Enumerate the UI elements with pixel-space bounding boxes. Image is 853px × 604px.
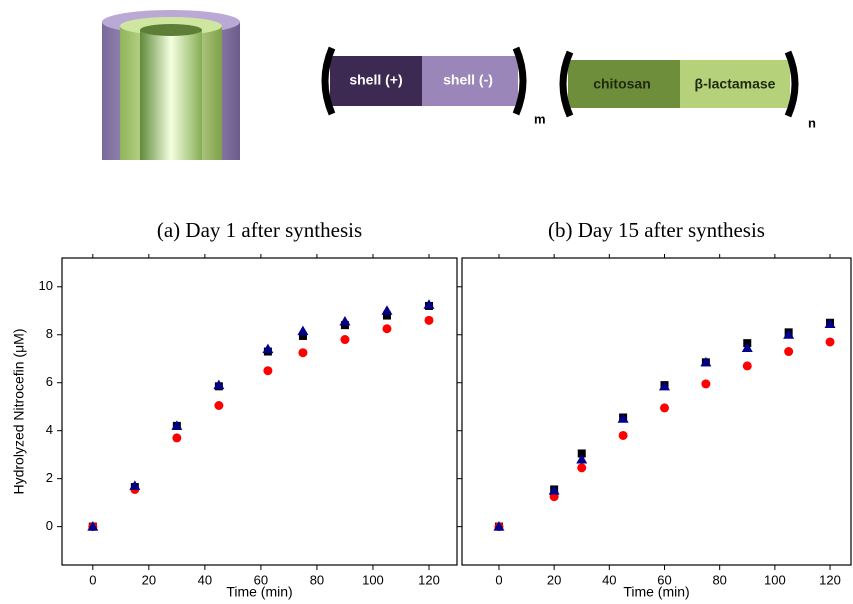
point [741, 342, 753, 352]
chart-title: (b) Day 15 after synthesis [548, 218, 765, 242]
point [382, 324, 392, 334]
x-tick-label: 0 [89, 572, 96, 587]
point [701, 379, 711, 389]
shell-neg-label: shell (-) [443, 72, 493, 88]
x-tick-label: 60 [254, 572, 268, 587]
x-tick-label: 120 [819, 572, 841, 587]
point [340, 335, 350, 345]
point [298, 348, 308, 358]
x-tick-label: 40 [602, 572, 616, 587]
y-tick-label: 10 [39, 278, 53, 293]
point [382, 311, 391, 320]
point [700, 356, 712, 367]
point [423, 299, 435, 309]
chitosan-label: chitosan [593, 76, 651, 92]
point [824, 318, 836, 328]
point [213, 379, 225, 390]
plot-frame [61, 257, 458, 566]
x-tick-label: 60 [657, 572, 671, 587]
point [129, 480, 141, 490]
point [548, 485, 560, 495]
point [298, 331, 307, 340]
chart: (b) Day 15 after synthesis 0 20 40 60 80 100 12… [457, 218, 852, 600]
x-tick-label: 40 [198, 572, 212, 587]
point [172, 433, 182, 443]
y-tick-label: 0 [46, 518, 53, 533]
enzyme-label: β-lactamase [695, 76, 776, 92]
subscript-n: n [808, 115, 816, 130]
point [576, 453, 588, 464]
point [660, 403, 670, 413]
y-axis-label: Hydrolyzed Nitrocefin (μM) [11, 329, 27, 495]
point [87, 521, 99, 531]
point [659, 380, 671, 391]
point [783, 329, 795, 339]
point [577, 463, 587, 473]
x-tick-label: 120 [418, 572, 440, 587]
point [297, 325, 309, 336]
point [339, 316, 351, 326]
chart-title: (a) Day 1 after synthesis [157, 218, 362, 242]
point [742, 361, 752, 371]
point [784, 347, 794, 357]
x-tick-label: 80 [712, 572, 726, 587]
y-tick-label: 2 [46, 470, 53, 485]
point [493, 521, 505, 531]
point [263, 366, 273, 376]
y-tick-label: 8 [46, 326, 53, 341]
x-tick-label: 100 [362, 572, 384, 587]
point [262, 343, 274, 354]
point [825, 337, 835, 347]
point [577, 449, 586, 458]
x-tick-label: 0 [495, 572, 502, 587]
point [381, 305, 393, 315]
y-tick-label: 4 [46, 422, 53, 437]
x-tick-label: 80 [310, 572, 324, 587]
shell-block: shell (+) shell (-) m [321, 46, 546, 126]
x-tick-label: 20 [547, 572, 561, 587]
point [214, 401, 224, 411]
tube-illustration [102, 10, 240, 160]
shell-pos-label: shell (+) [349, 72, 402, 88]
point [618, 430, 628, 440]
subscript-m: m [534, 111, 546, 126]
point [617, 413, 629, 423]
x-tick-label: 20 [142, 572, 156, 587]
x-axis-label: Time (min) [623, 584, 689, 600]
x-axis-label: Time (min) [226, 584, 292, 600]
point [424, 315, 434, 325]
enzyme-block: chitosan β-lactamase n [559, 50, 816, 130]
point [171, 420, 183, 430]
y-tick-label: 6 [46, 374, 53, 389]
plot-frame [461, 257, 852, 566]
x-tick-label: 100 [764, 572, 786, 587]
